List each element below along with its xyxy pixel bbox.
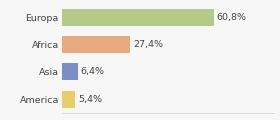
Text: 6,4%: 6,4% bbox=[81, 67, 105, 76]
Text: 5,4%: 5,4% bbox=[78, 95, 102, 104]
Bar bbox=[62, 63, 78, 80]
Text: 60,8%: 60,8% bbox=[217, 13, 247, 22]
Bar bbox=[62, 9, 214, 26]
Text: 27,4%: 27,4% bbox=[133, 40, 163, 49]
Bar bbox=[62, 91, 75, 108]
Bar bbox=[62, 36, 130, 53]
